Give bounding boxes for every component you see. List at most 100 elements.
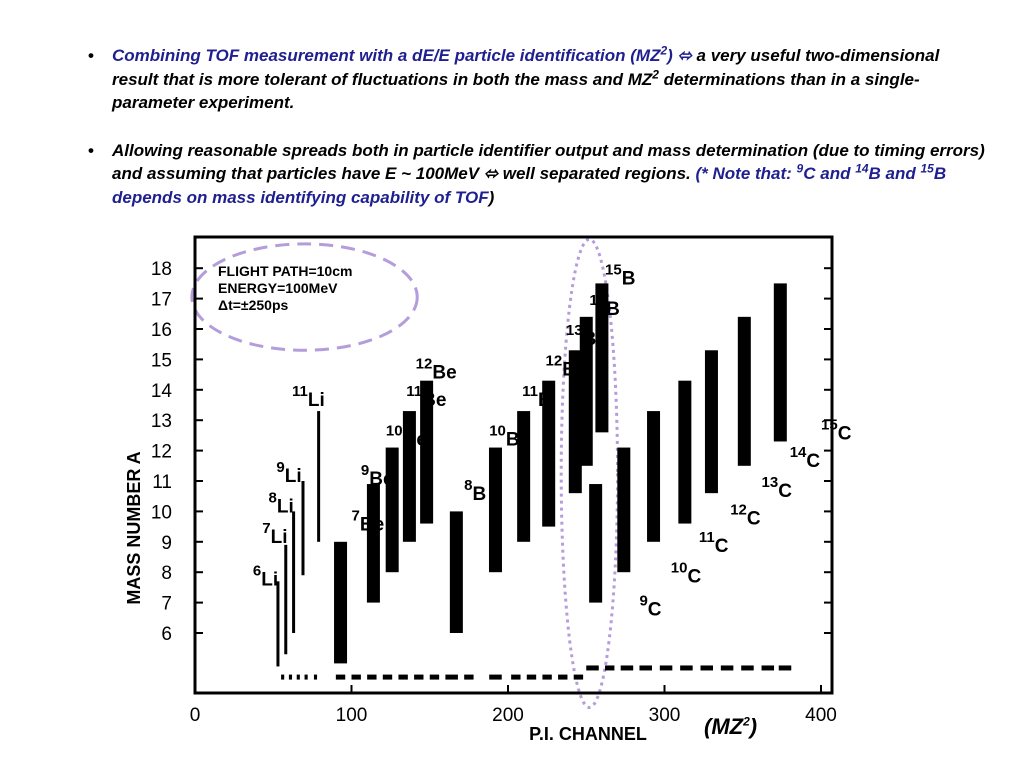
isotope-mass: 8 — [464, 477, 472, 494]
isotope-label: 13C — [762, 474, 793, 502]
bullet-2-b14: B and — [868, 164, 921, 183]
isotope-mass: 12 — [730, 502, 747, 519]
y-axis-label: MASS NUMBER A — [124, 451, 144, 604]
isotope-label: 11Li — [292, 383, 325, 411]
info-line: FLIGHT PATH=10cm — [218, 263, 352, 279]
isotope-element: Li — [285, 466, 302, 487]
bullet-dot: • — [88, 140, 94, 160]
isotope-element: B — [606, 299, 620, 320]
isotope-mass: 11 — [292, 383, 308, 400]
band-11C — [647, 411, 661, 542]
band-12B — [542, 380, 556, 527]
bullet-2-note-start: (* Note that: — [695, 164, 797, 183]
band-10C — [617, 447, 631, 573]
isotope-label: 12Be — [416, 356, 457, 384]
isotope-element: C — [778, 481, 792, 502]
band-7Be — [334, 541, 348, 664]
isotope-label: 6Li — [253, 562, 278, 590]
x-tick-label: 100 — [336, 705, 368, 726]
band-14B — [579, 316, 593, 466]
mz-label-pre: (MZ — [704, 714, 744, 739]
band-15C — [773, 283, 787, 442]
mz-label-sup: 2 — [743, 714, 750, 729]
band-13B — [568, 350, 582, 494]
y-tick-label: 8 — [161, 563, 172, 584]
info-line: ENERGY=100MeV — [218, 280, 338, 296]
isotope-element: B — [583, 329, 597, 350]
isotope-element: Li — [308, 390, 325, 411]
band-10B — [488, 447, 502, 573]
isotope-element: Li — [277, 496, 294, 517]
isotope-mass: 9 — [639, 593, 647, 610]
bullet-1-tail: determinations than in a single-paramete… — [112, 69, 920, 113]
isotope-label: 10Be — [386, 422, 427, 450]
isotope-mass: 14 — [790, 444, 807, 461]
mz-squared-label: (MZ2) — [704, 714, 757, 740]
band-7Li — [284, 544, 288, 655]
band-11B — [517, 411, 531, 542]
y-tick-label: 9 — [161, 533, 172, 554]
isotope-mass: 8 — [269, 489, 277, 506]
y-tick-label: 6 — [161, 624, 172, 645]
highlight-layer — [190, 237, 620, 709]
isotope-label: 10C — [671, 559, 702, 587]
isotope-element: C — [687, 566, 701, 587]
band-8Li — [292, 511, 296, 633]
x-axis-label: P.I. CHANNEL — [529, 724, 647, 744]
text-bullets: • Combining TOF measurement with a dE/E … — [88, 44, 988, 233]
x-tick-label: 200 — [492, 705, 524, 726]
band-11Li — [317, 411, 321, 542]
isotope-element: B — [562, 360, 576, 381]
mz-label-post: ) — [749, 714, 758, 739]
bullet-1-sup2: 2 — [652, 66, 659, 81]
band-6Li — [276, 581, 280, 667]
info-box-ellipse — [190, 242, 419, 352]
isotope-mass: 15 — [821, 416, 838, 433]
isotope-element: C — [806, 451, 820, 472]
isotope-mass: 12 — [416, 356, 433, 373]
isotope-element: Be — [403, 429, 427, 450]
bullet-2-close: ) — [488, 187, 495, 207]
y-tick-label: 15 — [151, 350, 172, 371]
band-9Li — [301, 481, 305, 576]
y-tick-label: 11 — [152, 472, 172, 493]
baseline-dashes — [281, 665, 792, 680]
isotope-label: 10B — [489, 422, 519, 450]
bullet-2-sup-b15: 15 — [920, 161, 934, 176]
isotope-label: 8B — [464, 477, 486, 505]
isotope-mass: 7 — [352, 508, 360, 525]
isotope-element: Be — [360, 515, 384, 536]
info-line: Δt=±250ps — [218, 297, 288, 313]
isotope-labels: 11Li9Li8Li7Li6Li12Be11Be10Be9Be7Be8B10B1… — [253, 261, 852, 620]
isotope-label: 7Be — [352, 508, 385, 536]
isotope-mass: 10 — [489, 422, 506, 439]
isotope-element: Be — [422, 390, 446, 411]
x-tick-label: 0 — [190, 705, 201, 726]
isotope-mass: 12 — [546, 353, 563, 370]
x-tick-label: 400 — [805, 705, 837, 726]
y-tick-label: 10 — [151, 502, 172, 523]
isotope-element: Li — [261, 569, 278, 590]
x-tick-label: 300 — [649, 705, 681, 726]
band-13C — [704, 350, 718, 494]
band-14C — [737, 316, 751, 466]
isotope-mass: 15 — [605, 261, 622, 278]
isotope-mass: 13 — [762, 474, 779, 491]
isotope-label: 15C — [821, 416, 852, 444]
band-10Be — [385, 447, 399, 573]
isotope-label: 11C — [699, 529, 729, 557]
bullet-2: • Allowing reasonable spreads both in pa… — [88, 139, 988, 210]
bullet-1-arrow: ) ⬄ — [667, 46, 692, 65]
y-tick-label: 7 — [161, 594, 172, 615]
isotope-label: 14C — [790, 444, 821, 472]
isotope-mass: 6 — [253, 562, 261, 579]
isotope-label: 9Li — [276, 459, 301, 487]
band-12C — [678, 380, 692, 524]
isotope-label: 15B — [605, 261, 635, 289]
band-8B — [449, 511, 463, 633]
bullet-2-c: C and — [803, 164, 856, 183]
band-15B — [595, 283, 609, 433]
isotope-label: 8Li — [269, 489, 294, 517]
